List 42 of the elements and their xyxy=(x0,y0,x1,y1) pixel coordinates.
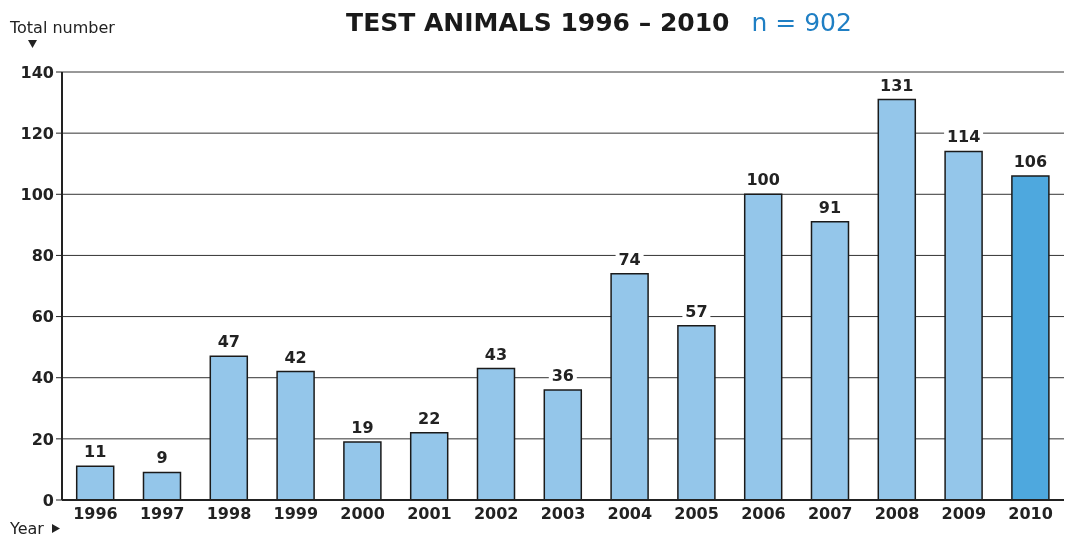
x-tick-label: 2005 xyxy=(674,504,719,524)
x-axis-title: Year xyxy=(10,519,44,538)
y-axis-title: Total number xyxy=(10,18,115,37)
x-tick-label: 2001 xyxy=(407,504,452,524)
data-label: 131 xyxy=(880,75,914,95)
data-label: 43 xyxy=(484,344,508,364)
y-tick-label: 120 xyxy=(20,123,54,143)
y-tick-label: 60 xyxy=(31,307,54,327)
x-tick-label: 2009 xyxy=(941,504,987,524)
data-label: 42 xyxy=(284,347,307,367)
x-tick-label: 1998 xyxy=(206,504,252,524)
x-tick-label: 1996 xyxy=(73,504,118,524)
chart-subtitle: n = 902 xyxy=(751,8,852,37)
data-label: 106 xyxy=(1013,151,1048,171)
x-tick-label: 2007 xyxy=(807,504,853,524)
x-tick-label: 2003 xyxy=(540,504,586,524)
y-tick-label: 20 xyxy=(31,429,54,449)
data-label: 11 xyxy=(84,442,107,462)
y-tick-label: 80 xyxy=(31,246,54,266)
data-label: 114 xyxy=(946,127,981,147)
y-tick-label: 140 xyxy=(20,62,54,82)
data-label: 9 xyxy=(156,448,168,468)
x-tick-label: 2000 xyxy=(340,504,385,524)
x-tick-label: 2010 xyxy=(1008,504,1053,524)
x-tick-label: 1997 xyxy=(139,504,185,524)
y-tick-label: 40 xyxy=(31,368,54,388)
x-tick-label: 2002 xyxy=(473,504,519,524)
x-tick-label: 1999 xyxy=(273,504,319,524)
chart-title: TEST ANIMALS 1996 – 2010 xyxy=(346,8,730,37)
y-tick-label: 0 xyxy=(42,490,54,510)
data-label: 22 xyxy=(418,408,441,428)
x-tick-label: 2004 xyxy=(607,504,653,524)
data-label: 91 xyxy=(818,197,842,217)
data-label: 36 xyxy=(551,365,574,385)
x-tick-label: 2006 xyxy=(741,504,786,524)
y-tick-label: 100 xyxy=(20,184,54,204)
x-tick-label: 2008 xyxy=(874,504,920,524)
data-label: 74 xyxy=(618,249,641,269)
data-label: 100 xyxy=(746,170,780,190)
data-label: 57 xyxy=(685,301,708,321)
data-label: 19 xyxy=(351,417,374,437)
data-label: 47 xyxy=(217,332,240,352)
